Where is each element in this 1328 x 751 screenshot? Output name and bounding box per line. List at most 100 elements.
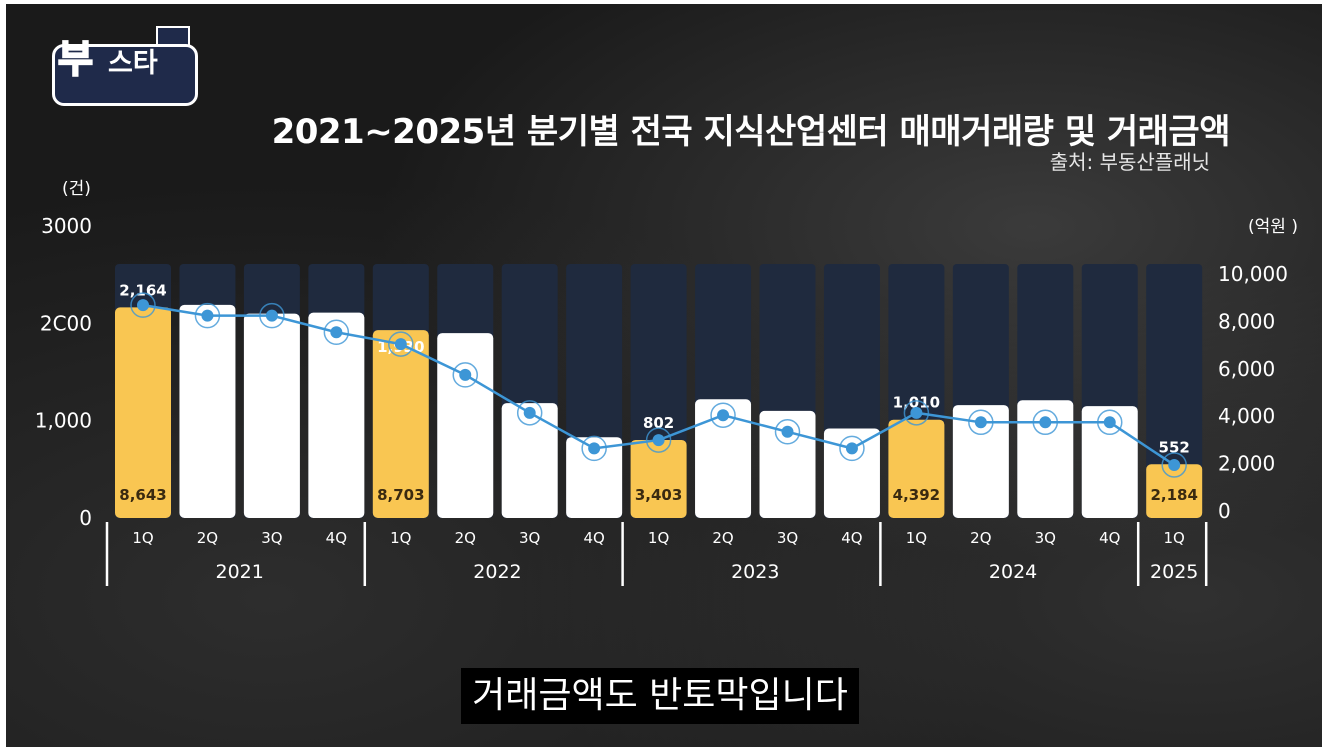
x-tick-label: 3Q xyxy=(519,529,540,547)
logo-badge xyxy=(52,44,198,106)
x-tick-label: 4Q xyxy=(1099,529,1120,547)
bar-amount-label: 8,703 xyxy=(377,486,424,504)
bar xyxy=(243,313,300,518)
amount-point-ring xyxy=(388,331,414,357)
x-tick-label: 4Q xyxy=(583,529,604,547)
amount-point xyxy=(1103,416,1116,429)
y-right-tick-label: 8,000 xyxy=(1218,309,1275,333)
amount-point xyxy=(201,309,214,322)
bar xyxy=(823,428,880,518)
amount-point-ring xyxy=(130,292,156,318)
bar xyxy=(1081,406,1138,518)
video-subtitle: 거래금액도 반토막입니다 xyxy=(461,668,859,724)
x-tick-label: 3Q xyxy=(261,529,282,547)
x-tick-label: 3Q xyxy=(1035,529,1056,547)
bar xyxy=(437,333,494,518)
bar-amount-label: 8,643 xyxy=(119,486,166,504)
bar xyxy=(308,312,365,518)
y-left-unit: (건) xyxy=(62,179,91,199)
x-tick-label: 1Q xyxy=(648,529,669,547)
amount-point xyxy=(781,425,794,438)
bar xyxy=(1017,400,1074,518)
bar-amount-label: 4,392 xyxy=(893,486,940,504)
amount-point-ring xyxy=(645,427,672,453)
year-label: 2022 xyxy=(473,561,521,583)
logo-sub-text: 스타 xyxy=(108,48,158,79)
bar xyxy=(759,410,816,518)
amount-point-ring xyxy=(194,302,221,329)
amount-point-ring xyxy=(1032,409,1059,436)
x-tick-label: 4Q xyxy=(326,529,347,547)
x-tick-label: 1Q xyxy=(390,529,411,547)
x-tick-label: 2Q xyxy=(970,529,991,547)
amount-point xyxy=(137,299,149,312)
bar-volume-label: 2,164 xyxy=(119,281,166,299)
bar xyxy=(179,304,236,518)
amount-point-ring xyxy=(259,302,285,329)
bar-volume-label: 1,010 xyxy=(893,394,940,412)
year-label: 2025 xyxy=(1150,561,1198,583)
y-left-tick-label: 1,000 xyxy=(35,409,92,433)
amount-point xyxy=(845,442,858,455)
amount-point xyxy=(974,416,987,429)
amount-point xyxy=(330,326,343,339)
amount-point-ring xyxy=(516,400,543,426)
x-tick-label: 1Q xyxy=(132,529,153,547)
chart-title: 2021~2025년 분기별 전국 지식산업센터 매매거래량 및 거래금액 xyxy=(271,112,1231,152)
year-label: 2024 xyxy=(989,561,1037,583)
amount-point-ring xyxy=(839,435,865,462)
x-tick-label: 1Q xyxy=(1164,529,1185,547)
amount-point xyxy=(588,442,601,455)
amount-point xyxy=(1168,458,1181,471)
amount-point xyxy=(717,409,730,422)
y-right-tick-label: 2,000 xyxy=(1218,452,1275,476)
amount-point xyxy=(652,434,665,447)
bar xyxy=(372,330,429,518)
bar xyxy=(115,307,171,518)
bar-amount-label: 3,403 xyxy=(635,486,682,504)
year-label: 2023 xyxy=(731,561,779,583)
amount-point-ring xyxy=(581,435,607,462)
amount-point xyxy=(1039,416,1052,429)
x-tick-label: 2Q xyxy=(712,529,733,547)
x-tick-label: 4Q xyxy=(841,529,862,547)
bar-volume-label: 802 xyxy=(643,414,674,432)
x-tick-label: 1Q xyxy=(906,529,927,547)
year-label: 2021 xyxy=(215,561,263,583)
bar xyxy=(952,405,1009,518)
amount-point-ring xyxy=(774,419,801,445)
bar xyxy=(695,399,752,518)
amount-point xyxy=(394,338,407,351)
x-tick-label: 2Q xyxy=(455,529,476,547)
bar xyxy=(501,403,558,518)
amount-point xyxy=(265,309,278,322)
amount-point xyxy=(523,406,536,419)
x-tick-label: 2Q xyxy=(197,529,218,547)
bar xyxy=(1146,464,1203,518)
bar xyxy=(566,437,623,518)
y-right-tick-label: 4,000 xyxy=(1218,404,1275,428)
bar-amount-label: 2,184 xyxy=(1150,486,1197,504)
amount-point-ring xyxy=(1161,452,1187,478)
amount-point xyxy=(910,406,923,419)
bar-volume-label: 552 xyxy=(1159,438,1190,456)
y-right-tick-label: 6,000 xyxy=(1218,357,1275,381)
amount-point-ring xyxy=(1097,409,1123,436)
amount-point-ring xyxy=(323,319,350,345)
y-left-tick-label: 2C00 xyxy=(40,311,92,335)
y-left-tick-label: 3000 xyxy=(41,214,92,238)
channel-logo: 부 스타 xyxy=(44,22,198,106)
chart-source: 출처: 부동산플래닛 xyxy=(1049,150,1210,174)
x-tick-label: 3Q xyxy=(777,529,798,547)
logo-main-text: 부 xyxy=(57,37,94,81)
amount-point-ring xyxy=(710,402,736,428)
amount-point xyxy=(459,368,472,381)
y-left-tick-label: 0 xyxy=(79,506,92,530)
amount-point-ring xyxy=(968,409,994,436)
y-right-tick-label: 10,000 xyxy=(1218,262,1288,286)
bar xyxy=(888,419,945,518)
y-right-unit: (억원 ) xyxy=(1248,217,1298,237)
y-right-tick-label: 0 xyxy=(1218,499,1231,523)
amount-point-ring xyxy=(903,400,930,426)
